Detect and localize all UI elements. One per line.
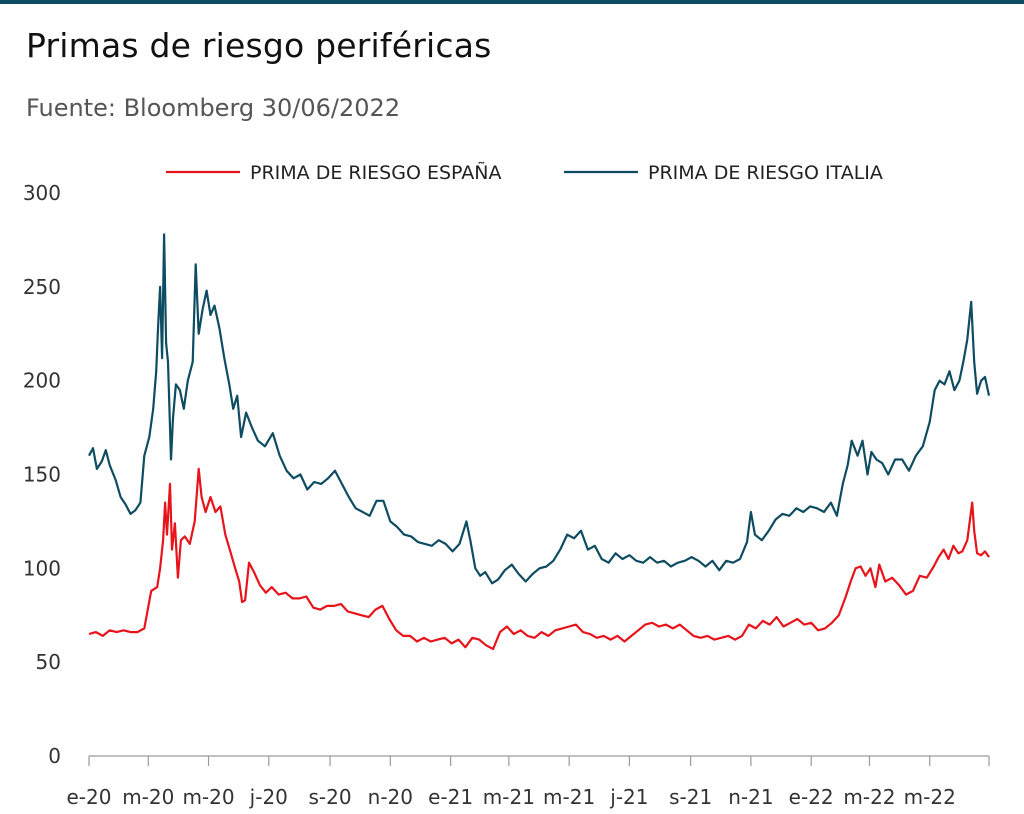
x-tick-label: e-22 — [789, 785, 834, 809]
series-line-espana — [88, 467, 990, 651]
x-tick-label: j-20 — [249, 785, 288, 809]
x-tick-label: n-21 — [728, 785, 773, 809]
chart-subtitle: Fuente: Bloomberg 30/06/2022 — [26, 94, 401, 122]
y-tick-label: 250 — [23, 275, 61, 299]
legend: PRIMA DE RIESGO ESPAÑA PRIMA DE RIESGO IT… — [166, 161, 883, 184]
series-line-italia — [88, 233, 991, 585]
x-tick-label: s-21 — [669, 785, 712, 809]
x-tick-label: m-20 — [182, 785, 234, 809]
x-tick-label: m-22 — [843, 785, 895, 809]
x-axis: e-20 m-20 m-20 j-20 s-20 n-20 e-21 m-21 m-21 j-21… — [67, 755, 990, 809]
x-tick-label: m-21 — [483, 785, 535, 809]
x-tick-label: e-21 — [428, 785, 473, 809]
legend-label: PRIMA DE RIESGO ESPAÑA — [250, 161, 501, 184]
x-tick-label: s-20 — [309, 785, 352, 809]
top-rule — [0, 0, 1024, 4]
y-tick-label: 200 — [23, 369, 61, 393]
x-tick-label: m-21 — [543, 785, 595, 809]
y-axis: 0 50 100 150 200 250 300 — [23, 181, 61, 768]
x-tick-label: m-20 — [122, 785, 174, 809]
series-layer — [88, 233, 991, 651]
x-tick-label: m-22 — [904, 785, 956, 809]
chart-title: Primas de riesgo periféricas — [26, 26, 492, 65]
y-tick-label: 50 — [36, 650, 61, 674]
y-tick-label: 0 — [48, 744, 61, 768]
x-tick-label: j-21 — [609, 785, 648, 809]
y-tick-label: 100 — [23, 556, 61, 580]
x-tick-label: e-20 — [67, 785, 112, 809]
legend-label: PRIMA DE RIESGO ITALIA — [648, 162, 883, 184]
x-tick-label: n-20 — [368, 785, 413, 809]
y-tick-label: 150 — [23, 463, 61, 487]
y-tick-label: 300 — [23, 181, 61, 205]
